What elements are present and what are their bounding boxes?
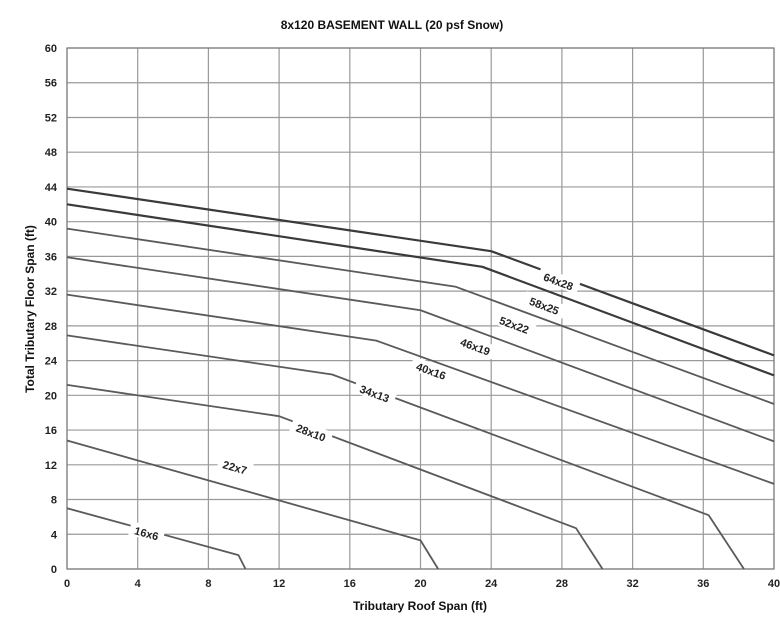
y-tick-label: 4 <box>51 529 58 541</box>
curve-label-bg <box>536 266 581 295</box>
curve-label-bg <box>453 331 498 360</box>
curve-label-28x10: 28x10 <box>289 417 334 446</box>
curve-label-bg <box>289 417 334 446</box>
curve-label-bg <box>352 378 398 407</box>
series-layer <box>66 187 775 570</box>
ticks-layer: 0 4 8 12 16 20 24 28 32 36 40048121620242832364044… <box>45 43 780 590</box>
y-axis-label: Total Tributary Floor Span (ft) <box>23 225 37 393</box>
y-tick-label: 24 <box>45 356 58 368</box>
x-tick-label: 40 <box>768 578 780 590</box>
curve-label-16x6: 16x6 <box>128 521 166 544</box>
curve-label-22x7: 22x7 <box>216 454 254 478</box>
y-tick-label: 16 <box>45 425 57 437</box>
curve-label-bg <box>522 291 567 319</box>
x-tick-label: 8 <box>205 578 211 590</box>
y-tick-label: 56 <box>45 78 57 90</box>
curve-label-bg <box>492 310 537 338</box>
series-line-40x16 <box>66 293 775 485</box>
y-tick-label: 40 <box>45 217 57 229</box>
curve-label-bg <box>216 454 254 478</box>
y-tick-label: 60 <box>45 43 57 55</box>
x-tick-label: 20 <box>414 578 426 590</box>
chart-title: 8x120 BASEMENT WALL (20 psf Snow) <box>281 18 504 32</box>
y-tick-label: 44 <box>45 182 58 194</box>
series-line-46x19 <box>66 256 775 443</box>
curve-labels-layer: 16x622x728x1034x1340x1646x1952x2258x2564… <box>128 266 581 544</box>
x-tick-label: 28 <box>556 578 568 590</box>
y-tick-label: 20 <box>45 390 57 402</box>
plot-frame <box>66 47 775 570</box>
series-line-34x13 <box>66 334 745 570</box>
series-line-64x28 <box>66 187 775 357</box>
y-tick-label: 12 <box>45 460 57 472</box>
x-tick-label: 12 <box>273 578 285 590</box>
x-tick-label: 32 <box>626 578 638 590</box>
x-tick-label: 36 <box>697 578 709 590</box>
y-tick-label: 52 <box>45 112 57 124</box>
curve-label-34x13: 34x13 <box>352 378 398 407</box>
x-tick-label: 24 <box>485 578 498 590</box>
x-tick-label: 16 <box>344 578 356 590</box>
y-tick-label: 8 <box>51 495 57 507</box>
y-tick-label: 0 <box>51 564 57 576</box>
series-line-16x6 <box>66 507 247 570</box>
curve-label-bg <box>409 356 454 384</box>
curve-label-bg <box>128 521 166 544</box>
y-tick-label: 36 <box>45 251 57 263</box>
y-tick-label: 48 <box>45 147 57 159</box>
x-tick-label: 0 <box>64 578 70 590</box>
series-line-58x25 <box>66 203 775 377</box>
x-tick-label: 4 <box>135 578 142 590</box>
y-tick-label: 32 <box>45 286 57 298</box>
grid-layer <box>66 47 775 570</box>
series-line-52x22 <box>66 227 775 405</box>
x-axis-label: Tributary Roof Span (ft) <box>353 599 487 613</box>
series-line-28x10 <box>66 384 604 570</box>
series-line-22x7 <box>66 439 439 570</box>
y-tick-label: 28 <box>45 321 57 333</box>
